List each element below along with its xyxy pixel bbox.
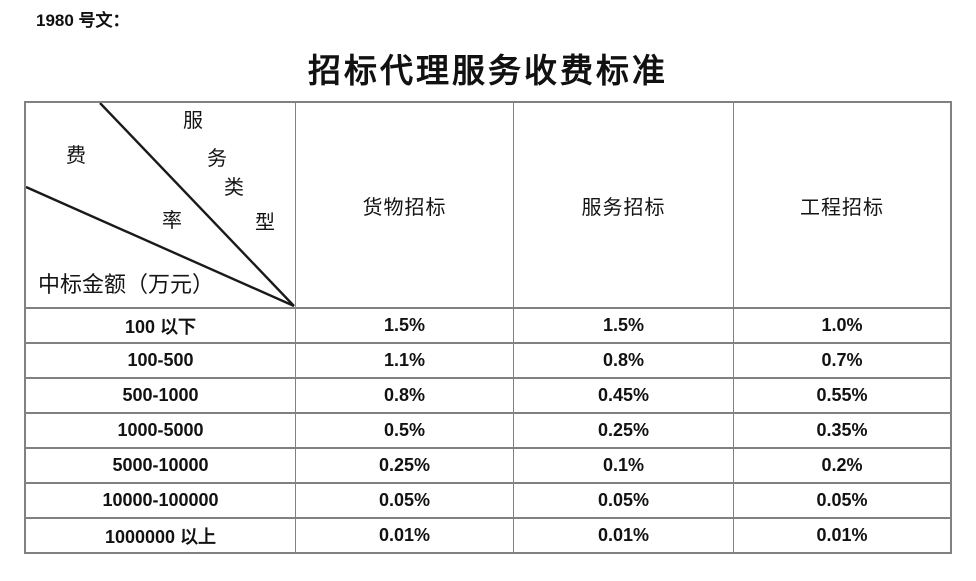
goods-rate-cell: 0.25% bbox=[295, 447, 514, 484]
column-header-service-bidding: 服务招标 bbox=[513, 101, 734, 309]
amount-range-cell: 10000-100000 bbox=[24, 482, 296, 519]
corner-label-service-type-char: 类 bbox=[224, 177, 244, 199]
diagonal-split-lines bbox=[26, 104, 295, 306]
engineering-rate-cell: 0.55% bbox=[733, 377, 952, 414]
amount-range-cell: 5000-10000 bbox=[24, 447, 296, 484]
corner-label-service-type-char: 服 bbox=[183, 110, 203, 132]
service-rate-cell: 0.01% bbox=[513, 517, 734, 554]
service-rate-cell: 0.45% bbox=[513, 377, 734, 414]
service-rate-cell: 0.1% bbox=[513, 447, 734, 484]
engineering-rate-cell: 1.0% bbox=[733, 307, 952, 344]
corner-header-cell: 服 务 类 型 费 率 中标金额（万元） bbox=[24, 101, 296, 309]
service-rate-cell: 0.8% bbox=[513, 342, 734, 379]
amount-range-cell: 1000-5000 bbox=[24, 412, 296, 449]
service-rate-cell: 1.5% bbox=[513, 307, 734, 344]
table-row: 5000-10000 0.25% 0.1% 0.2% bbox=[24, 447, 952, 484]
goods-rate-cell: 0.8% bbox=[295, 377, 514, 414]
engineering-rate-cell: 0.35% bbox=[733, 412, 952, 449]
table-row: 1000-5000 0.5% 0.25% 0.35% bbox=[24, 412, 952, 449]
table-row: 10000-100000 0.05% 0.05% 0.05% bbox=[24, 482, 952, 519]
header-row: 服 务 类 型 费 率 中标金额（万元） 货物招标 服务招标 工程招标 bbox=[24, 101, 952, 309]
goods-rate-cell: 0.01% bbox=[295, 517, 514, 554]
corner-label-bid-amount: 中标金额（万元） bbox=[38, 272, 215, 297]
fee-table: 服 务 类 型 费 率 中标金额（万元） 货物招标 服务招标 工程招标 100 … bbox=[24, 101, 952, 554]
service-rate-cell: 0.25% bbox=[513, 412, 734, 449]
doc-number-label: 1980 号文： bbox=[36, 11, 130, 30]
amount-range-cell: 500-1000 bbox=[24, 377, 296, 414]
table-row: 100-500 1.1% 0.8% 0.7% bbox=[24, 342, 952, 379]
amount-range-cell: 100 以下 bbox=[24, 307, 296, 344]
engineering-rate-cell: 0.7% bbox=[733, 342, 952, 379]
engineering-rate-cell: 0.01% bbox=[733, 517, 952, 554]
table-row: 500-1000 0.8% 0.45% 0.55% bbox=[24, 377, 952, 414]
corner-label-service-type-char: 务 bbox=[207, 148, 227, 170]
goods-rate-cell: 0.5% bbox=[295, 412, 514, 449]
goods-rate-cell: 0.05% bbox=[295, 482, 514, 519]
corner-label-rate-char: 费 bbox=[66, 145, 86, 167]
amount-range-cell: 1000000 以上 bbox=[24, 517, 296, 554]
goods-rate-cell: 1.1% bbox=[295, 342, 514, 379]
service-rate-cell: 0.05% bbox=[513, 482, 734, 519]
page-title: 招标代理服务收费标准 bbox=[308, 54, 668, 90]
engineering-rate-cell: 0.2% bbox=[733, 447, 952, 484]
amount-range-cell: 100-500 bbox=[24, 342, 296, 379]
table-row: 1000000 以上 0.01% 0.01% 0.01% bbox=[24, 517, 952, 554]
column-header-goods-bidding: 货物招标 bbox=[295, 101, 514, 309]
table-row: 100 以下 1.5% 1.5% 1.0% bbox=[24, 307, 952, 344]
column-header-engineering-bidding: 工程招标 bbox=[733, 101, 952, 309]
corner-label-rate-char: 率 bbox=[162, 210, 182, 232]
goods-rate-cell: 1.5% bbox=[295, 307, 514, 344]
corner-label-service-type-char: 型 bbox=[255, 212, 275, 234]
engineering-rate-cell: 0.05% bbox=[733, 482, 952, 519]
